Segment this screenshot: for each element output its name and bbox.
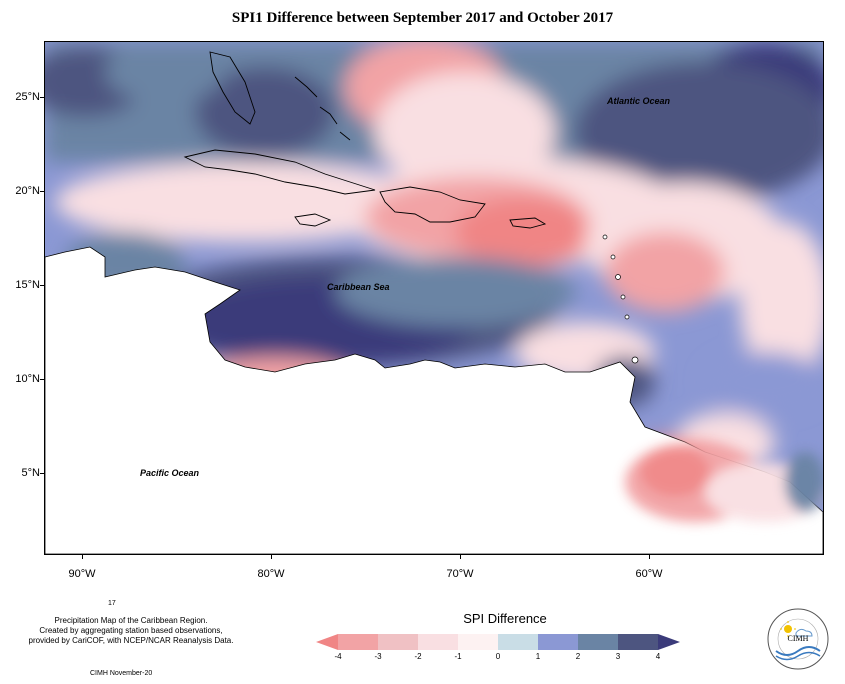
logo-text: CIMH [787, 634, 809, 643]
coast-puerto-rico [509, 217, 547, 229]
legend-tick-label: 1 [535, 652, 541, 661]
tick-60w [649, 554, 650, 559]
legend-swatch-lowest [316, 634, 338, 650]
lon-label-60w: 60°W [635, 568, 663, 580]
label-pacific-ocean: Pacific Ocean [140, 468, 200, 478]
tick-10n [40, 379, 44, 380]
coast-florida [209, 51, 256, 125]
legend-tick-label: -3 [374, 652, 382, 661]
legend-tick-label: 0 [495, 652, 501, 661]
sun-cloud-rain-logo-icon [767, 608, 829, 670]
legend-swatch [378, 634, 418, 650]
tick-70w [460, 554, 461, 559]
coastlines [183, 51, 547, 229]
label-caribbean-sea: Caribbean Sea [327, 282, 390, 292]
lat-label-20n: 20°N [15, 185, 40, 197]
legend-tick-label: -4 [334, 652, 342, 661]
legend-tick-label: 2 [575, 652, 581, 661]
legend-tick-label: -1 [454, 652, 462, 661]
legend-title: SPI Difference [463, 611, 547, 626]
legend-colorbar [316, 632, 682, 657]
lat-label-25n: 25°N [15, 91, 40, 103]
cimh-logo: CIMH [766, 607, 830, 676]
lon-label-70w: 70°W [446, 568, 474, 580]
legend-tick-label: -2 [414, 652, 422, 661]
footer-desc-line-2: Created by aggregating station based obs… [39, 626, 223, 635]
legend-tick-label: 3 [615, 652, 621, 661]
legend-swatch [578, 634, 618, 650]
tick-5n [40, 473, 44, 474]
footer-desc-line-3: provided by CariCOF, with NCEP/NCAR Rean… [28, 636, 234, 645]
tick-20n [40, 191, 44, 192]
map-canvas: Atlantic Ocean Caribbean Sea Pacific Oce… [45, 42, 823, 554]
tick-25n [40, 97, 44, 98]
label-atlantic-ocean: Atlantic Ocean [606, 96, 671, 106]
lat-label-5n: 5°N [21, 467, 40, 479]
legend-svg [316, 634, 680, 650]
legend-swatch [338, 634, 378, 650]
legend-swatch-highest [658, 634, 680, 650]
spi-difference-map: Atlantic Ocean Caribbean Sea Pacific Oce… [44, 41, 824, 555]
coast-jamaica [294, 213, 332, 227]
footer-desc-line-1: Precipitation Map of the Caribbean Regio… [54, 616, 208, 625]
lon-label-90w: 90°W [68, 568, 96, 580]
lesser-antilles [602, 234, 639, 364]
legend-swatch [618, 634, 658, 650]
tick-90w [82, 554, 83, 559]
coast-hispaniola [379, 186, 486, 223]
tick-80w [271, 554, 272, 559]
lon-label-80w: 80°W [257, 568, 285, 580]
coast-bahamas [294, 76, 351, 141]
legend-swatch [538, 634, 578, 650]
footer-number: 17 [108, 600, 116, 607]
lat-label-10n: 10°N [15, 373, 40, 385]
lat-label-15n: 15°N [15, 279, 40, 291]
map-title: SPI1 Difference between September 2017 a… [231, 10, 614, 26]
guiana-field [625, 442, 823, 522]
tick-15n [40, 285, 44, 286]
legend-swatch [418, 634, 458, 650]
legend-swatch [458, 634, 498, 650]
legend-swatch [498, 634, 538, 650]
coast-cuba [183, 149, 376, 195]
footer-description: Precipitation Map of the Caribbean Regio… [0, 616, 262, 646]
legend-tick-label: 4 [655, 652, 661, 661]
footer-credit: CIMH November-20 [90, 670, 153, 677]
